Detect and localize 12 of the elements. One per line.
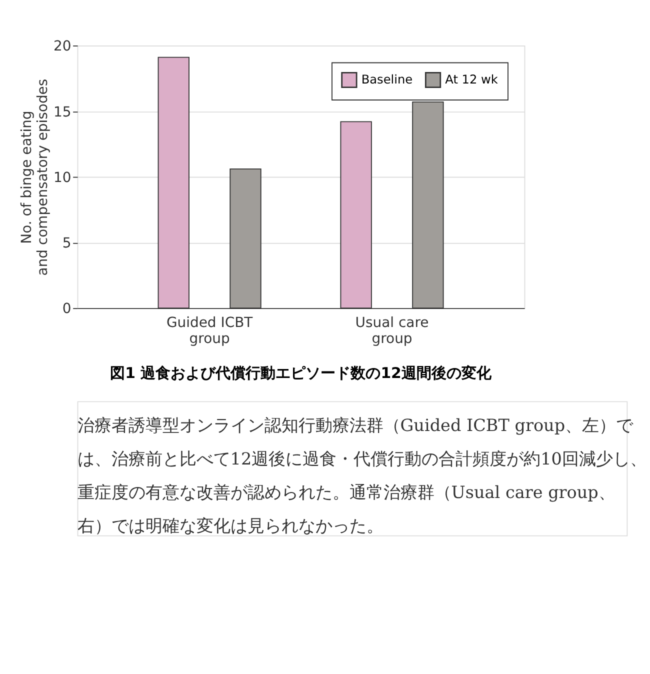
text: 治療者誘導型オンライン認知行動療法群（Guided ICBT group、左）では、治療前と比べて12週後に過食・代償行動の合計頻度が約10回減少し、重症度の有意な改善が認められた。通常治療群（Usual care group、右）では明確な変化は見られなかった。 <box>77 415 647 536</box>
y-tick-label: 10 <box>53 170 72 186</box>
y-tick-label: 20 <box>53 38 72 55</box>
y-axis-title: No. of binge eating and compensatory episodes <box>19 78 51 276</box>
legend-label: At 12 wk <box>445 72 498 87</box>
legend-label: Baseline <box>361 72 413 87</box>
y-tick-label: 15 <box>53 104 72 120</box>
y-tick-label: 5 <box>62 236 72 252</box>
x-tick-label: Usual care group <box>355 315 429 348</box>
x-tick-label: Guided ICBT group <box>166 315 254 348</box>
y-tick-label: 0 <box>62 301 72 318</box>
text: 図1 過食および代償行動エピソード数の12週間後の変化 <box>110 364 492 382</box>
